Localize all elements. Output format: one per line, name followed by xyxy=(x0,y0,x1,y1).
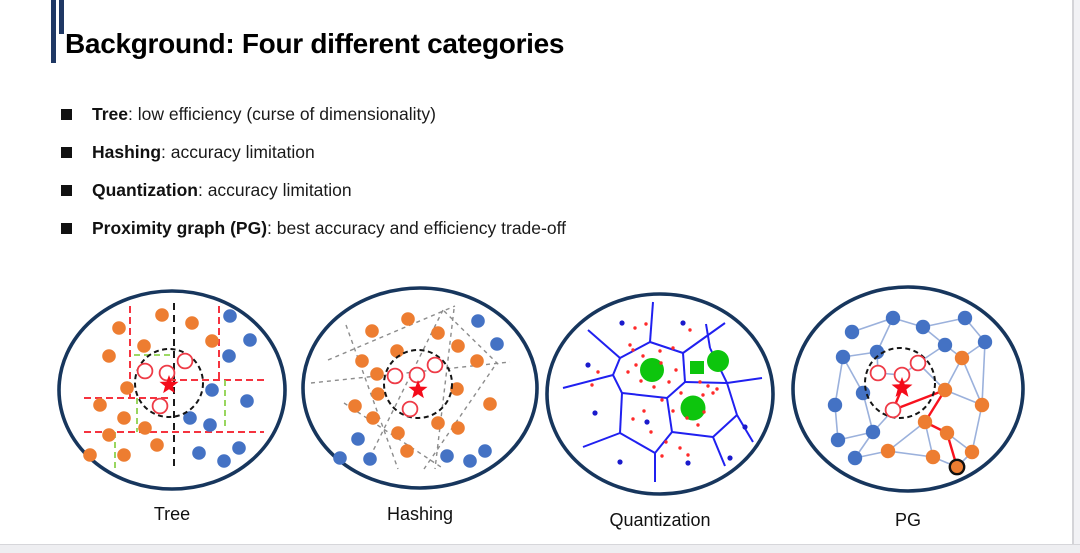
bullet-item-hashing: Hashing: accuracy limitation xyxy=(61,141,821,163)
viewer-bottom-edge xyxy=(0,544,1080,553)
bullet-term: Tree xyxy=(92,104,128,124)
tree-diagram-label: Tree xyxy=(153,504,191,524)
bullet-square-icon xyxy=(61,147,72,158)
slide-title: Background: Four different categories xyxy=(65,28,565,59)
hashing-diagram xyxy=(301,286,539,490)
bullet-text: Quantization: accuracy limitation xyxy=(92,179,352,201)
pg-diagram xyxy=(791,285,1025,493)
quantization-diagram xyxy=(545,292,775,496)
bullet-term: Quantization xyxy=(92,180,198,200)
tree-diagram xyxy=(57,289,287,491)
bullet-term: Proximity graph (PG) xyxy=(92,218,268,238)
bullet-rest: : accuracy limitation xyxy=(161,142,315,162)
bullet-rest: : best accuracy and efficiency trade-off xyxy=(267,218,566,238)
bullet-square-icon xyxy=(61,223,72,234)
bullet-rest: : low efficiency (curse of dimensionalit… xyxy=(128,104,436,124)
hashing-diagram-label: Hashing xyxy=(386,504,454,524)
title-accent-bar-short xyxy=(59,0,64,34)
bullet-item-quantization: Quantization: accuracy limitation xyxy=(61,179,821,201)
pg-diagram-label: PG xyxy=(894,510,921,530)
bullet-square-icon xyxy=(61,185,72,196)
bullet-rest: : accuracy limitation xyxy=(197,180,352,200)
bullet-term: Hashing xyxy=(92,142,162,162)
bullet-text: Tree: low efficiency (curse of dimension… xyxy=(92,103,436,125)
viewer-right-edge xyxy=(1072,0,1080,553)
bullet-item-pg: Proximity graph (PG): best accuracy and … xyxy=(61,217,821,239)
quantization-diagram-label: Quantization xyxy=(609,510,711,530)
bullet-item-tree: Tree: low efficiency (curse of dimension… xyxy=(61,103,821,125)
bullet-text: Proximity graph (PG): best accuracy and … xyxy=(92,217,566,239)
bullet-text: Hashing: accuracy limitation xyxy=(92,141,315,163)
bullet-list: Tree: low efficiency (curse of dimension… xyxy=(61,103,821,255)
bullet-square-icon xyxy=(61,109,72,120)
title-accent-bar-long xyxy=(51,0,56,63)
